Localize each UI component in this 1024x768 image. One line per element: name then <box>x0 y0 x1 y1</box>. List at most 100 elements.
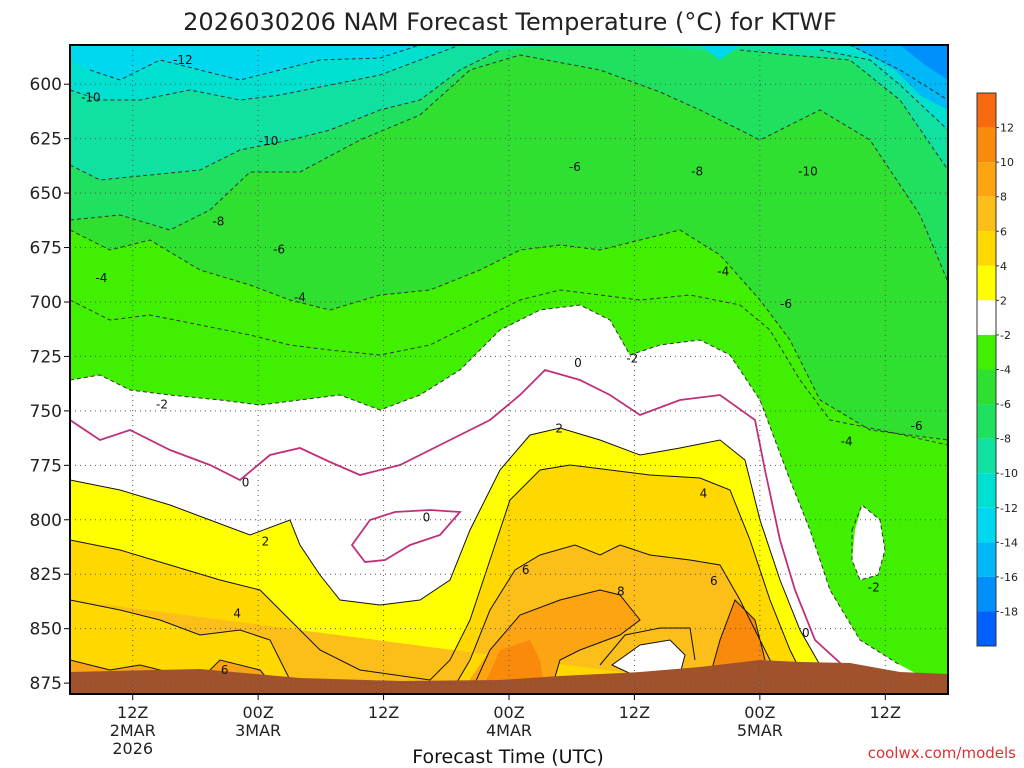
chart-title: 2026030206 NAM Forecast Temperature (°C)… <box>183 8 837 36</box>
y-tick-label: 775 <box>30 456 62 476</box>
contour-label: -6 <box>273 243 285 257</box>
colorbar-label: -2 <box>1000 329 1011 342</box>
x-axis-label: Forecast Time (UTC) <box>412 746 603 768</box>
colorbar-swatch <box>977 196 996 232</box>
colorbar-swatch <box>977 265 996 301</box>
colorbar-swatch <box>977 611 996 646</box>
contour-label: -4 <box>841 434 853 448</box>
contour-label: -10 <box>798 164 818 178</box>
colorbar-label: -16 <box>1000 571 1018 584</box>
contour-label: -12 <box>173 53 193 67</box>
band-minus-2-island <box>852 505 885 580</box>
band-6-to-8 <box>70 545 790 694</box>
colorbar-label: 12 <box>1000 122 1014 135</box>
colorbar-label: 6 <box>1000 225 1007 238</box>
contour-label: 8 <box>617 585 625 599</box>
contour-label: -4 <box>294 291 306 305</box>
contour-label: -4 <box>717 264 729 278</box>
x-tick-label: 00Z <box>242 703 273 722</box>
y-tick-label: 700 <box>30 293 62 313</box>
y-tick-label: 625 <box>30 130 62 150</box>
y-axis: 600 625 650 675 700 725 750 775 800 825 850 875 <box>30 75 70 694</box>
colorbar-label: -18 <box>1000 605 1018 618</box>
y-tick-label: 850 <box>30 620 62 640</box>
contour-label: -2 <box>626 352 638 366</box>
band-minus-2-island-2 <box>612 640 685 678</box>
contour-label: -10 <box>259 134 279 148</box>
contour-label: -4 <box>95 271 107 285</box>
colorbar-swatch <box>977 369 996 405</box>
contour-label: -8 <box>691 164 703 178</box>
colorbar-swatch <box>977 507 996 543</box>
positive-isotherms <box>70 427 821 694</box>
negative-isotherms <box>70 45 948 666</box>
contour-label: 6 <box>710 574 718 588</box>
y-tick-label: 675 <box>30 239 62 259</box>
contour-label: 6 <box>522 563 530 577</box>
y-tick-label: 825 <box>30 565 62 585</box>
colorbar-swatch <box>977 127 996 163</box>
contour-label: 2 <box>262 535 270 549</box>
colorbar-swatch <box>977 473 996 508</box>
x-tick-label: 12Z <box>619 703 650 722</box>
contour-label: 2 <box>555 421 563 435</box>
y-tick-label: 800 <box>30 511 62 531</box>
colorbar-swatch <box>977 93 996 128</box>
contour-label: 0 <box>574 356 582 370</box>
colorbar-swatch <box>977 162 996 197</box>
band-minus-18 <box>900 45 948 80</box>
contour-label: 0 <box>242 476 250 490</box>
y-tick-label: 650 <box>30 184 62 204</box>
colorbar-label: -6 <box>1000 398 1011 411</box>
credit-text: coolwx.com/models <box>868 744 1016 762</box>
x-tick-label: 4MAR <box>486 721 532 740</box>
contour-label: 4 <box>233 606 241 620</box>
band-minus-14 <box>70 45 948 100</box>
colorbar-label: -10 <box>1000 467 1018 480</box>
contour-label: -6 <box>569 160 581 174</box>
colorbar-swatch <box>977 438 996 474</box>
colorbar-label: 2 <box>1000 294 1007 307</box>
x-tick-label: 12Z <box>368 703 399 722</box>
isotherm-0-loop <box>350 509 462 563</box>
isotherm-0 <box>70 368 851 673</box>
colorbar: 12 10 8 6 4 2 -2 -4 -6 -8 -10 -12 -14 -16 -18 <box>976 92 1018 647</box>
contour-labels: -12 -10 -10 -6 -8 -10 -8 -6 -4 -4 -4 -6 -2 0 -2 -4 -6 2 0 4… <box>81 53 923 677</box>
contour-label: 4 <box>700 487 708 501</box>
x-tick-label: 12Z <box>117 703 148 722</box>
contour-label: 6 <box>221 663 229 677</box>
x-tick-label: 3MAR <box>235 721 281 740</box>
colorbar-swatch <box>977 576 996 612</box>
temperature-field: -12 -10 -10 -6 -8 -10 -8 -6 -4 -4 -4 -6 -2 0 -2 -4 -6 2 0 4… <box>70 45 948 694</box>
colorbar-label: 4 <box>1000 260 1007 273</box>
terrain <box>70 660 948 694</box>
x-tick-label: 00Z <box>493 703 524 722</box>
colorbar-swatch <box>977 231 996 266</box>
colorbar-label: 8 <box>1000 191 1007 204</box>
x-tick-label: 5MAR <box>737 721 783 740</box>
y-tick-label: 600 <box>30 75 62 95</box>
y-tick-label: 750 <box>30 402 62 422</box>
colorbar-label: 10 <box>1000 156 1014 169</box>
colorbar-label: -14 <box>1000 536 1018 549</box>
contour-label: 0 <box>423 511 431 525</box>
colorbar-label: -12 <box>1000 502 1018 515</box>
contour-label: -2 <box>868 580 880 594</box>
colorbar-label: -8 <box>1000 433 1011 446</box>
y-tick-label: 725 <box>30 347 62 367</box>
contour-label: -10 <box>81 90 101 104</box>
colorbar-swatch <box>977 542 996 577</box>
contour-label: -6 <box>911 419 923 433</box>
colorbar-swatch <box>977 404 996 439</box>
y-tick-label: 875 <box>30 674 62 694</box>
contour-label: -6 <box>780 297 792 311</box>
contour-label: -2 <box>156 397 168 411</box>
colorbar-label: -4 <box>1000 364 1011 377</box>
colorbar-swatch <box>977 300 996 335</box>
contour-label: 0 <box>802 626 810 640</box>
grid-lines <box>70 45 948 694</box>
x-tick-label: 12Z <box>870 703 901 722</box>
x-tick-label: 2MAR <box>110 721 156 740</box>
